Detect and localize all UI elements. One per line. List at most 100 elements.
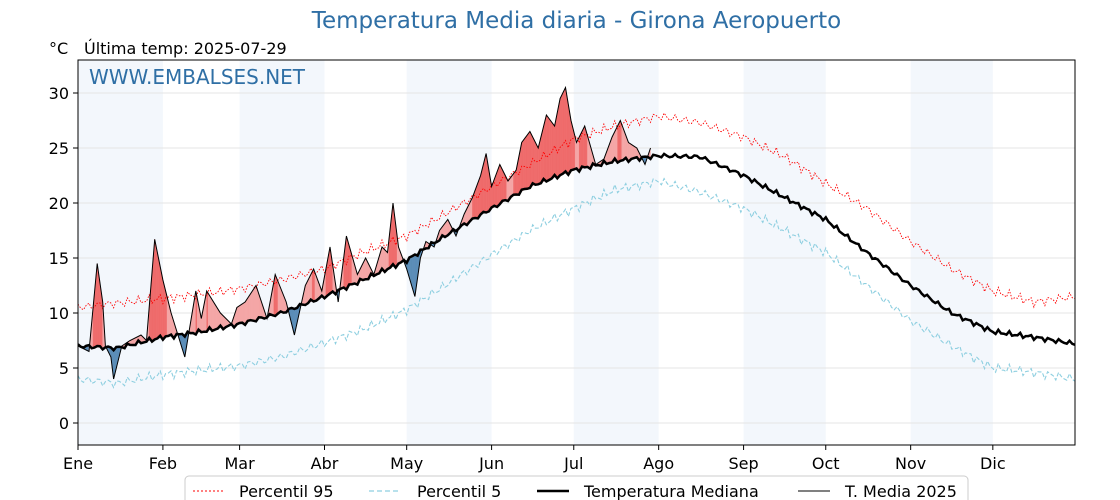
month-bands xyxy=(78,60,993,445)
x-tick-label: Jun xyxy=(478,454,504,473)
fill-above-median xyxy=(154,239,157,340)
legend-box xyxy=(184,475,969,500)
y-unit-label: °C xyxy=(49,39,69,58)
fill-above-median xyxy=(311,268,314,302)
fill-above-median xyxy=(214,303,217,330)
fill-above-median xyxy=(500,167,503,204)
fill-above-median xyxy=(547,116,550,181)
fill-above-median xyxy=(158,259,161,339)
fill-above-median xyxy=(155,246,158,340)
fill-above-median xyxy=(221,313,224,328)
fill-above-median xyxy=(580,131,583,169)
fill-above-median xyxy=(509,176,511,199)
fill-above-median xyxy=(279,284,281,314)
legend-label-current: T. Media 2025 xyxy=(844,482,957,500)
fill-above-median xyxy=(562,90,565,175)
fill-above-median xyxy=(536,145,539,185)
fill-above-median xyxy=(622,127,625,161)
fill-above-median xyxy=(157,252,160,339)
fill-above-median xyxy=(531,134,533,187)
fill-above-median xyxy=(207,292,210,331)
x-tick-label: Mar xyxy=(225,454,256,473)
fill-above-median xyxy=(546,114,548,181)
fill-above-median xyxy=(502,169,505,203)
fill-above-median xyxy=(253,286,255,321)
last-temp-label: Última temp: 2025-07-29 xyxy=(84,39,287,58)
fill-above-median xyxy=(474,186,477,219)
fill-above-median xyxy=(511,173,514,198)
fill-above-median xyxy=(477,179,480,217)
fill-above-median xyxy=(614,128,617,162)
fill-above-median xyxy=(250,291,253,322)
fill-above-median xyxy=(210,296,213,331)
y-tick-label: 5 xyxy=(59,359,69,378)
fill-above-median xyxy=(347,240,350,287)
legend-label-p95: Percentil 95 xyxy=(239,482,334,500)
series-lines xyxy=(78,85,1075,389)
fill-above-median xyxy=(216,305,218,329)
fill-above-median xyxy=(247,295,250,323)
fill-above-median xyxy=(558,98,561,176)
fill-above-median xyxy=(629,143,632,160)
fill-above-median xyxy=(570,120,573,172)
fill-above-median xyxy=(306,279,309,304)
fill-above-median xyxy=(248,293,251,322)
fill-above-median xyxy=(542,125,544,183)
y-axis: 0 5 10 15 20 25 30 xyxy=(49,84,78,433)
fill-above-median xyxy=(555,112,558,177)
x-tick-label: Oct xyxy=(812,454,840,473)
fill-above-median xyxy=(584,125,587,168)
x-tick-label: Dic xyxy=(980,454,1006,473)
fill-above-median xyxy=(254,284,257,321)
fill-above-median xyxy=(242,302,244,324)
fill-above-median xyxy=(238,305,240,325)
anomaly-fills xyxy=(78,87,651,380)
fill-above-median xyxy=(544,114,547,182)
fill-above-median xyxy=(277,281,280,314)
fill-above-median xyxy=(159,266,162,339)
fill-above-median xyxy=(217,307,220,329)
fill-above-median xyxy=(514,169,517,196)
fill-above-median xyxy=(499,164,502,205)
fill-above-median xyxy=(479,175,481,217)
fill-above-median xyxy=(212,299,214,330)
fill-above-median xyxy=(164,285,166,338)
series-line-p5 xyxy=(78,177,1075,389)
fill-above-median xyxy=(246,297,249,323)
fill-above-median xyxy=(507,178,510,200)
fill-above-median xyxy=(576,139,579,170)
fill-above-median xyxy=(561,92,564,175)
fill-above-median xyxy=(526,132,529,189)
fill-above-median xyxy=(213,301,216,330)
y-tick-label: 25 xyxy=(49,139,69,158)
fill-above-median xyxy=(551,121,554,179)
fill-above-median xyxy=(494,175,496,208)
fill-above-median xyxy=(206,290,209,331)
fill-above-median xyxy=(96,263,99,348)
fill-above-median xyxy=(621,124,624,161)
fill-above-median xyxy=(385,250,388,270)
fill-above-median xyxy=(243,301,246,324)
x-tick-label: Sep xyxy=(729,454,759,473)
fill-above-median xyxy=(483,158,485,214)
fill-above-median xyxy=(528,130,531,188)
fill-above-median xyxy=(550,119,553,180)
fill-above-median xyxy=(563,87,566,174)
fill-above-median xyxy=(543,120,546,182)
chart-title: Temperatura Media diaria - Girona Aeropu… xyxy=(311,8,842,34)
fill-above-median xyxy=(244,299,247,323)
fill-above-median xyxy=(559,95,562,176)
fill-above-median xyxy=(616,125,618,162)
fill-above-median xyxy=(628,142,631,160)
month-band xyxy=(910,60,993,445)
fill-above-median xyxy=(525,134,528,190)
fill-above-median xyxy=(310,271,313,302)
fill-above-median xyxy=(307,277,310,303)
y-tick-label: 10 xyxy=(49,304,69,323)
fill-above-median xyxy=(510,174,513,198)
y-tick-label: 20 xyxy=(49,194,69,213)
y-tick-label: 15 xyxy=(49,249,69,268)
x-tick-label: Jul xyxy=(563,454,583,473)
x-axis: Ene Feb Mar Abr May Jun Jul Ago Sep Oct Nov Dic xyxy=(63,445,1006,473)
fill-above-median xyxy=(162,279,165,338)
